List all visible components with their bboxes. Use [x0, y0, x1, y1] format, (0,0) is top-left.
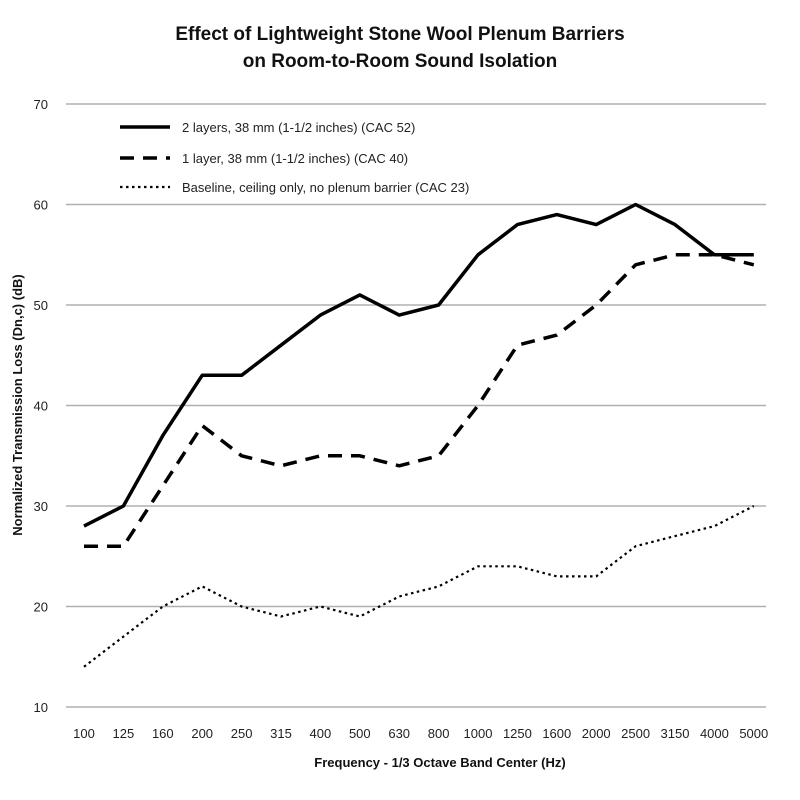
x-tick-label: 3150	[661, 726, 690, 741]
chart-title-line-1: Effect of Lightweight Stone Wool Plenum …	[175, 24, 625, 45]
x-tick-label: 2000	[582, 726, 611, 741]
x-tick-label: 125	[113, 726, 135, 741]
y-tick-label: 40	[34, 399, 48, 414]
x-tick-label: 250	[231, 726, 253, 741]
legend-label-1: 2 layers, 38 mm (1-1/2 inches) (CAC 52)	[182, 120, 415, 135]
chart-title-line-2: on Room-to-Room Sound Isolation	[242, 51, 558, 72]
y-tick-label: 50	[34, 298, 48, 313]
x-tick-label: 2500	[621, 726, 650, 741]
x-tick-label: 1000	[464, 726, 493, 741]
x-axis-label: Frequency - 1/3 Octave Band Center (Hz)	[314, 755, 565, 770]
y-axis-ticks: 10 20 30 40 50 60 70	[34, 97, 48, 715]
x-tick-label: 400	[310, 726, 332, 741]
y-tick-label: 20	[34, 600, 48, 615]
series-line-3	[83, 505, 755, 668]
y-axis-label: Normalized Transmission Loss (Dn,c) (dB)	[10, 274, 25, 536]
x-tick-label: 5000	[739, 726, 768, 741]
series-lines	[83, 202, 755, 668]
x-tick-label: 200	[191, 726, 213, 741]
gridlines	[66, 103, 766, 708]
legend-label-3: Baseline, ceiling only, no plenum barrie…	[182, 180, 469, 195]
y-tick-label: 10	[34, 700, 48, 715]
x-tick-label: 1250	[503, 726, 532, 741]
y-tick-label: 70	[34, 97, 48, 112]
x-tick-label: 315	[270, 726, 292, 741]
x-tick-label: 160	[152, 726, 174, 741]
x-axis-ticks: 100 125 160 200 250 315 400 500 630 800 1000 1250 16…	[73, 726, 768, 741]
series-line-2	[84, 253, 755, 548]
y-tick-label: 60	[34, 198, 48, 213]
legend: 2 layers, 38 mm (1-1/2 inches) (CAC 52) 1…	[120, 120, 469, 195]
x-tick-label: 630	[388, 726, 410, 741]
x-tick-label: 800	[428, 726, 450, 741]
x-tick-label: 4000	[700, 726, 729, 741]
x-tick-label: 1600	[542, 726, 571, 741]
series-line-1	[83, 202, 754, 528]
x-tick-label: 100	[73, 726, 95, 741]
legend-label-2: 1 layer, 38 mm (1-1/2 inches) (CAC 40)	[182, 151, 408, 166]
y-tick-label: 30	[34, 499, 48, 514]
x-tick-label: 500	[349, 726, 371, 741]
